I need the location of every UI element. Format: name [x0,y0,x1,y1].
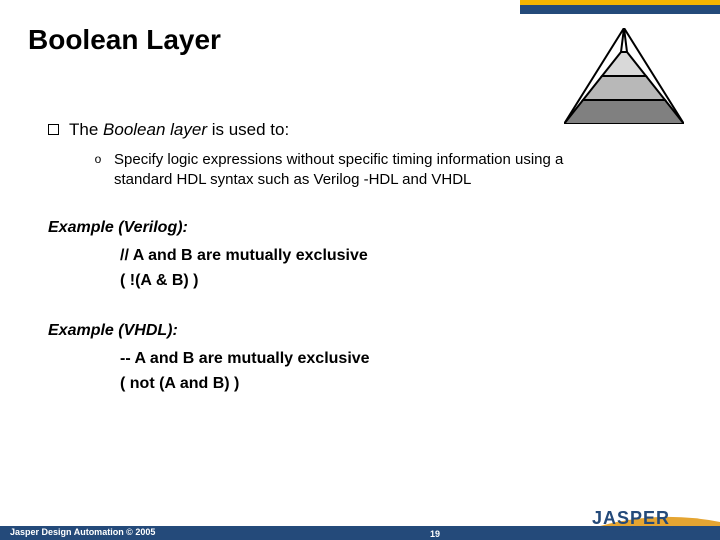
sub-bullet: o Specify logic expressions without spec… [94,150,672,191]
bullet-text-italic: Boolean layer [103,120,207,139]
footer: Jasper Design Automation © 2005 19 JASPE… [0,514,720,540]
example-line: -- A and B are mutually exclusive [120,346,672,372]
bullet-main: The Boolean layer is used to: [48,120,672,140]
pyramid-band-2 [583,76,665,100]
slide: Boolean Layer The Boolean layer is used … [0,0,720,540]
slide-body: The Boolean layer is used to: o Specify … [48,120,672,397]
slide-title: Boolean Layer [28,24,221,56]
sub-bullet-text: Specify logic expressions without specif… [114,150,594,191]
example-line: // A and B are mutually exclusive [120,243,672,269]
pyramid-band-1 [602,52,646,76]
footer-page-number: 19 [430,529,440,539]
example-verilog: Example (Verilog): // A and B are mutual… [48,219,672,294]
bullet-text-prefix: The [69,120,103,139]
bullet-text-suffix: is used to: [207,120,289,139]
logo-main-text: JASPER [592,508,670,528]
example-heading: Example (VHDL): [48,322,672,340]
example-heading: Example (Verilog): [48,219,672,237]
logo: JASPER DESIGN AUTOMATION [592,508,702,534]
logo-sub-text: DESIGN AUTOMATION [592,527,702,533]
example-line: ( !(A & B) ) [120,268,672,294]
bullet-text: The Boolean layer is used to: [69,120,289,140]
example-vhdl: Example (VHDL): -- A and B are mutually … [48,322,672,397]
stripe-navy [520,5,720,14]
sub-bullet-marker: o [94,152,102,166]
square-bullet-icon [48,124,59,135]
footer-copyright: Jasper Design Automation © 2005 [10,527,155,537]
pyramid-icon [564,28,684,124]
top-stripe [520,0,720,14]
example-line: ( not (A and B) ) [120,371,672,397]
